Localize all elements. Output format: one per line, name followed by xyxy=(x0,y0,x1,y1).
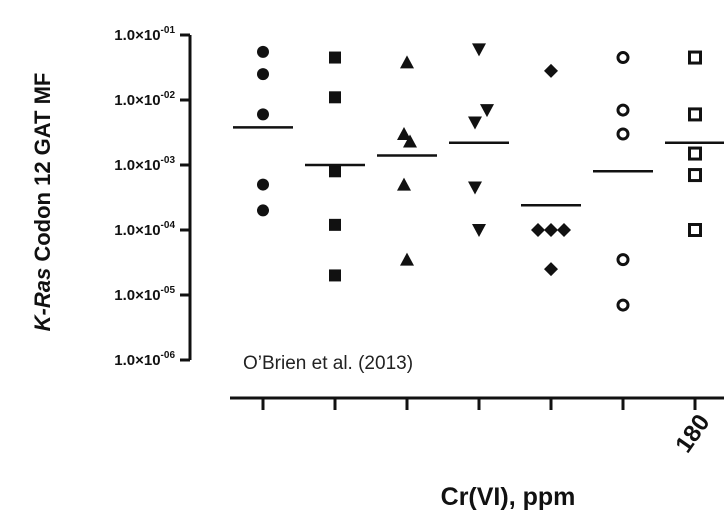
annotation-text: O’Brien et al. (2013) xyxy=(243,353,413,374)
y-tick-mantissa: 1.0×10 xyxy=(114,27,160,44)
data-point xyxy=(257,68,269,81)
data-point xyxy=(531,223,545,237)
data-point xyxy=(616,298,630,312)
data-point xyxy=(688,223,702,237)
data-point xyxy=(468,181,482,195)
data-marks xyxy=(257,43,702,312)
data-point xyxy=(472,224,486,237)
group-5 xyxy=(531,63,571,277)
data-point xyxy=(329,218,341,231)
data-point xyxy=(557,223,571,237)
y-tick-exponent: -05 xyxy=(161,285,176,296)
data-point xyxy=(616,253,630,267)
data-point xyxy=(257,45,269,58)
data-point xyxy=(688,168,702,183)
data-point xyxy=(480,104,494,118)
data-point xyxy=(329,51,341,64)
group-6 xyxy=(616,51,630,312)
y-tick-label: 1.0×10-03 xyxy=(114,155,175,174)
y-tick-label: 1.0×10-01 xyxy=(114,25,175,44)
y-axis-title-italic: K-Ras xyxy=(30,268,55,332)
y-tick-exponent: -06 xyxy=(161,350,176,361)
x-tick-label: 180 xyxy=(670,410,715,458)
data-point xyxy=(688,107,702,122)
data-point xyxy=(397,177,411,191)
data-point xyxy=(400,252,414,266)
data-point xyxy=(468,116,482,130)
data-point xyxy=(544,223,558,237)
data-point xyxy=(329,165,341,178)
data-point xyxy=(688,50,702,65)
y-axis-title: K-Ras Codon 12 GAT MF xyxy=(30,73,55,332)
group-2 xyxy=(329,51,341,282)
y-axis: 1.0×10-011.0×10-021.0×10-031.0×10-041.0×… xyxy=(114,25,192,369)
group-7 xyxy=(688,50,702,237)
group-4 xyxy=(468,43,494,237)
data-point xyxy=(616,51,630,65)
y-tick-exponent: -03 xyxy=(161,155,176,166)
group-1 xyxy=(257,45,269,217)
data-point xyxy=(329,91,341,104)
y-axis-title-rest: Codon 12 GAT MF xyxy=(30,73,55,268)
y-tick-mantissa: 1.0×10 xyxy=(114,92,160,109)
mean-lines xyxy=(233,126,724,207)
y-tick-exponent: -01 xyxy=(161,25,176,36)
data-point xyxy=(616,127,630,141)
y-tick-label: 1.0×10-05 xyxy=(114,285,175,304)
data-point xyxy=(257,204,269,217)
data-point xyxy=(257,178,269,191)
y-tick-mantissa: 1.0×10 xyxy=(114,352,160,369)
y-tick-exponent: -02 xyxy=(161,90,176,101)
y-tick-label: 1.0×10-04 xyxy=(114,220,175,239)
data-point xyxy=(688,146,702,161)
data-point xyxy=(616,103,630,117)
data-point xyxy=(397,126,411,140)
y-tick-label: 1.0×10-02 xyxy=(114,90,175,109)
data-point xyxy=(544,262,558,277)
data-point xyxy=(329,269,341,282)
y-tick-mantissa: 1.0×10 xyxy=(114,222,160,239)
data-point xyxy=(403,134,417,148)
data-point xyxy=(472,43,486,57)
y-tick-mantissa: 1.0×10 xyxy=(114,157,160,174)
y-tick-mantissa: 1.0×10 xyxy=(114,287,160,304)
group-3 xyxy=(397,55,417,266)
data-point xyxy=(257,108,269,121)
y-tick-exponent: -04 xyxy=(161,220,176,231)
x-axis: 180 xyxy=(230,396,724,458)
y-tick-label: 1.0×10-06 xyxy=(114,350,175,369)
x-axis-title: Cr(VI), ppm xyxy=(441,483,576,511)
data-point xyxy=(544,63,558,78)
data-point xyxy=(400,55,414,69)
